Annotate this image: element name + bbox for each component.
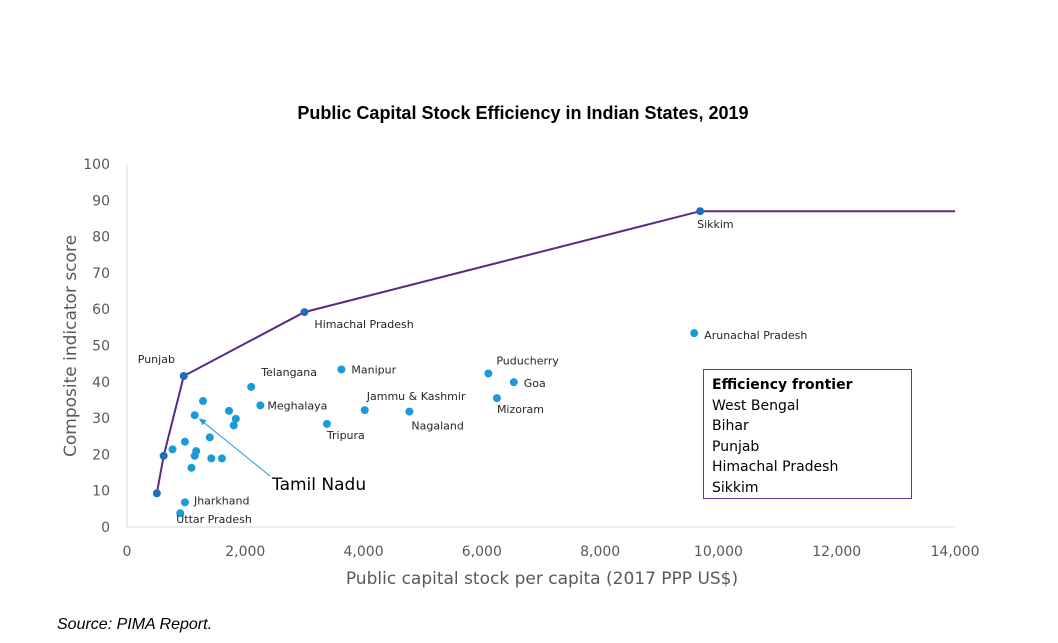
- data-point: [690, 329, 699, 338]
- point-label: Nagaland: [411, 420, 463, 433]
- frontier-line: [155, 210, 955, 494]
- data-point: [207, 454, 216, 463]
- point-label: Puducherry: [496, 354, 559, 367]
- x-tick-label: 6,000: [462, 544, 502, 560]
- data-point: [180, 437, 189, 446]
- point-label: Sikkim: [697, 218, 734, 231]
- data-point: [187, 463, 196, 472]
- data-point: [179, 371, 188, 380]
- data-point: [247, 382, 256, 391]
- point-label: Punjab: [138, 353, 175, 366]
- x-axis-label: Public capital stock per capita (2017 PP…: [346, 569, 738, 589]
- data-point: [484, 369, 493, 378]
- point-label: Himachal Pradesh: [314, 318, 413, 331]
- x-tick-label: 0: [123, 544, 132, 560]
- x-tick-label: 10,000: [694, 544, 743, 560]
- point-label: Meghalaya: [267, 399, 327, 412]
- point-label: Mizoram: [497, 403, 544, 416]
- data-point: [225, 406, 234, 415]
- point-label: Jharkhand: [193, 494, 250, 507]
- x-tick-label: 4,000: [344, 544, 384, 560]
- point-label: Tripura: [326, 429, 365, 442]
- data-point: [405, 407, 414, 416]
- legend-item: Himachal Pradesh: [712, 459, 839, 476]
- x-tick-label: 14,000: [931, 544, 980, 560]
- data-point: [231, 414, 240, 423]
- point-label: Arunachal Pradesh: [704, 329, 807, 342]
- data-point: [190, 451, 199, 460]
- point-label: Manipur: [351, 363, 396, 376]
- data-point: [152, 489, 161, 498]
- y-tick-label: 90: [92, 193, 110, 209]
- y-tick-label: 50: [92, 339, 110, 355]
- y-tick-label: 100: [83, 157, 110, 173]
- chart-title: Public Capital Stock Efficiency in India…: [297, 103, 748, 123]
- data-point: [205, 433, 214, 442]
- data-point: [190, 411, 199, 420]
- y-axis-label: Composite indicator score: [61, 235, 81, 457]
- data-point: [159, 451, 168, 460]
- point-label: Telangana: [260, 366, 317, 379]
- legend-item: Bihar: [712, 418, 749, 435]
- data-point: [256, 401, 265, 410]
- y-tick-label: 60: [92, 302, 110, 318]
- data-point: [168, 445, 177, 454]
- data-point: [360, 406, 369, 415]
- y-tick-label: 30: [92, 411, 110, 427]
- legend-item: Punjab: [712, 438, 760, 455]
- data-point: [300, 308, 309, 317]
- x-tick-label: 12,000: [812, 544, 861, 560]
- data-point: [217, 454, 226, 463]
- data-point: [180, 498, 189, 507]
- data-point: [229, 421, 238, 430]
- annotation-label: Tamil Nadu: [271, 475, 366, 495]
- legend-title: Efficiency frontier: [712, 377, 853, 393]
- legend: Efficiency frontier West Bengal Bihar Pu…: [703, 369, 912, 499]
- data-point: [322, 419, 331, 428]
- point-label: Uttar Pradesh: [176, 513, 252, 526]
- data-point: [509, 378, 518, 387]
- legend-item: Sikkim: [712, 479, 759, 496]
- data-point: [492, 394, 501, 403]
- y-tick-label: 80: [92, 230, 110, 246]
- x-tick-label: 2,000: [225, 544, 265, 560]
- data-point: [337, 365, 346, 374]
- arrowhead-icon: [198, 418, 207, 426]
- source-note: Source: PIMA Report.: [57, 616, 213, 633]
- annotation-arrow: [199, 418, 271, 477]
- data-point: [696, 207, 705, 216]
- data-point: [198, 397, 207, 406]
- y-tick-label: 70: [92, 266, 110, 282]
- y-tick-label: 20: [92, 447, 110, 463]
- legend-item: West Bengal: [712, 397, 800, 414]
- point-label: Jammu & Kashmir: [366, 390, 466, 403]
- x-tick-label: 8,000: [580, 544, 620, 560]
- point-label: Goa: [524, 377, 546, 390]
- y-tick-label: 0: [101, 520, 110, 536]
- y-tick-label: 40: [92, 375, 110, 391]
- y-tick-label: 10: [92, 484, 110, 500]
- data-point: [176, 509, 185, 518]
